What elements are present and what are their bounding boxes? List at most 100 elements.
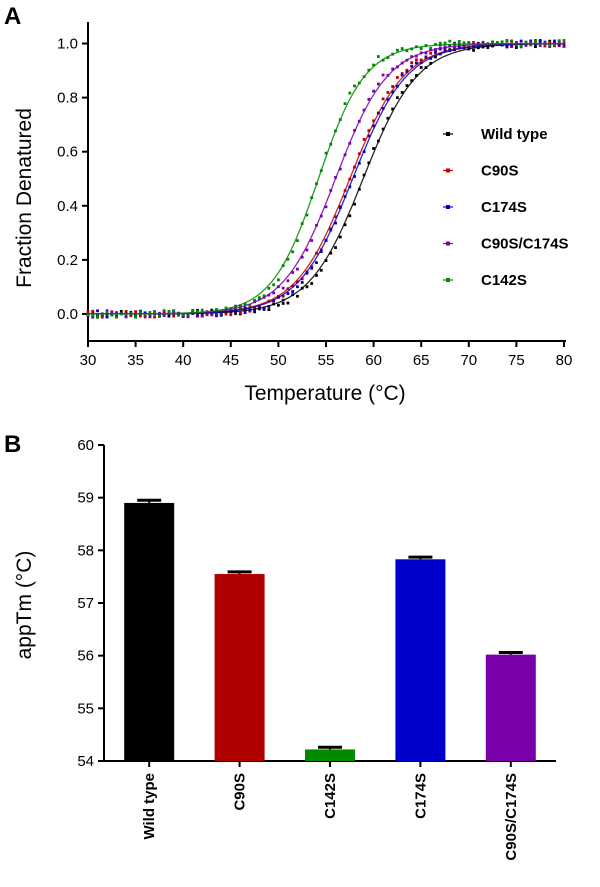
point-wild-type: [119, 309, 123, 313]
point-c90s-c174s: [281, 286, 285, 290]
point-c90s-c174s: [429, 48, 433, 52]
point-c142s: [562, 39, 566, 42]
panel-a-x-axis-title: Temperature (°C): [244, 382, 405, 405]
panel-a-y-tick-label: 0.6: [57, 144, 78, 161]
point-c142s: [115, 315, 118, 319]
point-c90s-c174s: [300, 255, 304, 259]
point-c90s: [229, 313, 233, 317]
point-c90s-c174s: [291, 271, 295, 274]
point-c142s: [200, 308, 204, 312]
point-c174s: [557, 43, 561, 47]
category-label-c90s: C90S: [232, 773, 249, 811]
panel-a-fit-curves: [88, 42, 564, 315]
point-c174s: [105, 315, 109, 319]
point-c90s: [400, 72, 404, 75]
point-wild-type: [429, 61, 433, 65]
bar-c90s: [214, 574, 265, 761]
point-c90s-c174s: [529, 40, 533, 44]
point-c174s: [300, 281, 304, 284]
point-c90s-c174s: [148, 314, 152, 317]
point-c142s: [405, 49, 409, 53]
point-c142s: [191, 308, 195, 312]
point-c174s: [438, 47, 442, 51]
point-c90s-c174s: [524, 44, 528, 47]
bar-c90s-c174s: [485, 654, 536, 761]
point-c90s: [334, 215, 337, 219]
point-wild-type: [419, 66, 423, 69]
point-c90s: [391, 85, 395, 88]
point-c142s: [262, 294, 266, 298]
point-c174s: [443, 48, 447, 52]
point-wild-type: [396, 96, 399, 100]
point-c174s: [434, 51, 437, 54]
point-c142s: [267, 286, 271, 290]
point-c90s-c174s: [381, 73, 385, 77]
panel-a-y-tick-label: 0.0: [57, 306, 78, 323]
panel-a-x-tick-label: 65: [413, 352, 430, 369]
point-c174s: [400, 73, 404, 77]
point-c90s-c174s: [124, 315, 128, 319]
point-c142s: [253, 298, 256, 302]
point-c90s: [238, 311, 242, 315]
point-c174s: [286, 292, 290, 295]
bar-c142s: [305, 749, 355, 761]
point-c90s: [396, 76, 399, 79]
point-c142s: [434, 42, 437, 46]
point-c174s: [296, 285, 299, 289]
point-c90s-c174s: [200, 314, 204, 318]
point-c90s: [453, 45, 456, 49]
point-c174s: [386, 97, 390, 101]
point-c90s-c174s: [172, 311, 176, 314]
point-c90s: [253, 306, 256, 310]
point-c90s-c174s: [105, 309, 109, 313]
category-label-wild-type: Wild type: [141, 773, 158, 840]
point-wild-type: [486, 46, 490, 49]
point-c174s: [410, 64, 414, 68]
panel-a-x-tick-label: 50: [270, 352, 287, 369]
point-wild-type: [167, 314, 171, 318]
point-wild-type: [310, 282, 314, 285]
point-wild-type: [472, 48, 475, 52]
point-c174s: [334, 221, 337, 225]
point-c142s: [167, 310, 171, 314]
point-c90s-c174s: [391, 67, 395, 71]
point-c142s: [457, 39, 461, 43]
point-c142s: [515, 43, 518, 47]
legend-marker-c174s: [446, 205, 450, 209]
point-wild-type: [338, 235, 342, 239]
point-wild-type: [324, 259, 328, 262]
panel-a-x-tick-label: 80: [556, 352, 573, 369]
point-c90s-c174s: [96, 313, 99, 317]
point-c174s: [538, 39, 542, 43]
point-wild-type: [267, 308, 271, 311]
point-c142s: [162, 309, 166, 312]
category-label-c142s: C142S: [322, 773, 339, 819]
point-c174s: [219, 313, 223, 317]
point-c90s: [138, 314, 142, 318]
point-c90s: [153, 315, 157, 319]
point-c174s: [196, 313, 199, 317]
point-c90s-c174s: [410, 55, 414, 58]
point-c90s: [143, 315, 147, 319]
point-c142s: [234, 305, 237, 309]
point-c90s-c174s: [562, 45, 566, 48]
point-c142s: [343, 102, 347, 106]
point-c90s-c174s: [362, 108, 366, 112]
panel-b-y-tick-label: 60: [77, 437, 94, 454]
point-c142s: [419, 47, 423, 51]
point-c90s: [291, 284, 295, 288]
point-c174s: [353, 175, 356, 178]
point-c90s: [124, 310, 128, 313]
point-c142s: [462, 41, 466, 45]
legend-marker-wild-type: [446, 132, 450, 136]
point-c90s: [100, 315, 104, 319]
panel-b-y-axis-title: appTm (°C): [13, 551, 36, 660]
panel-b-y-tick-label: 56: [77, 648, 94, 665]
point-c174s: [253, 308, 256, 312]
point-c90s-c174s: [272, 291, 276, 295]
point-c174s: [96, 309, 99, 313]
panel-a-x-tick-label: 55: [318, 352, 335, 369]
point-wild-type: [253, 310, 256, 314]
point-c142s: [524, 40, 528, 44]
point-c142s: [386, 56, 390, 60]
